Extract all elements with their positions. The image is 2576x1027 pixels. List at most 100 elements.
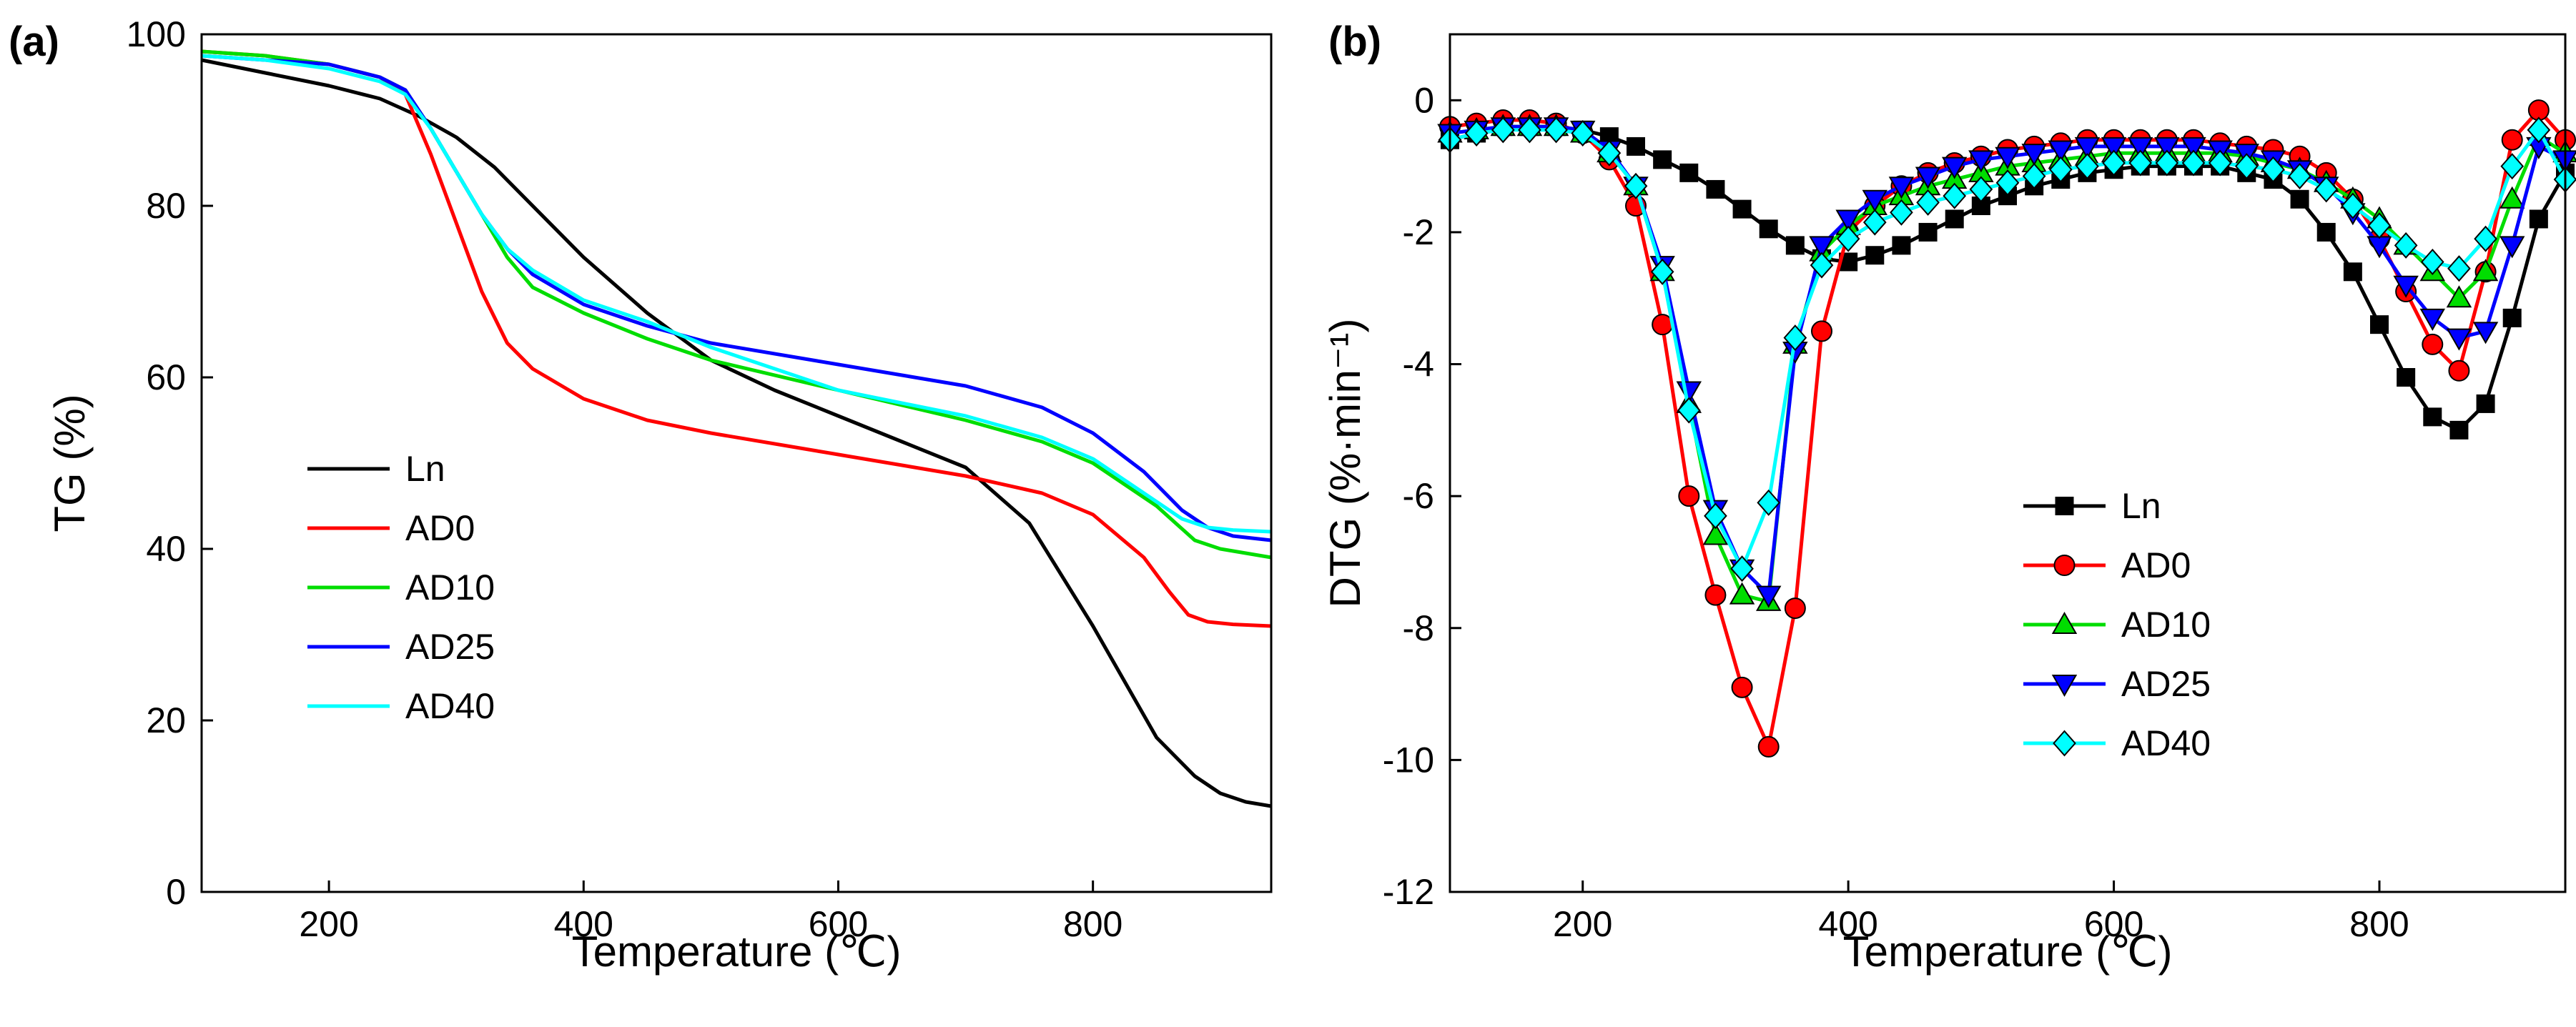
- dtg-point-ad40: [2527, 116, 2551, 144]
- dtg-legend-label: AD10: [2121, 605, 2211, 645]
- tg-y-tick-label: 100: [127, 14, 186, 54]
- tg-legend-item-ln: Ln: [307, 449, 445, 489]
- dtg-point-ln: [1759, 219, 1778, 239]
- dtg-point-ad10: [2472, 259, 2499, 282]
- tg-line-ad10: [201, 49, 1272, 560]
- dtg-point-ad25: [1941, 157, 1968, 179]
- dtg-point-ln: [1918, 222, 1938, 242]
- dtg-point-ln: [1892, 236, 1911, 255]
- tg-legend-label: AD0: [405, 508, 475, 548]
- dtg-point-ad25: [2021, 144, 2047, 167]
- tg-line-ln: [201, 58, 1272, 808]
- dtg-plot-frame: [1449, 33, 2567, 893]
- dtg-point-ad40: [1518, 116, 1541, 144]
- dtg-point-ad25: [2127, 137, 2153, 159]
- tg-legend-item-ad25: AD25: [307, 627, 495, 667]
- dtg-point-ln: [1627, 137, 1645, 156]
- tg-y-tick-label: 20: [146, 700, 186, 740]
- dtg-point-ad25: [2419, 308, 2446, 331]
- dtg-point-ad25: [1995, 147, 2020, 169]
- dtg-point-ad40: [1704, 502, 1727, 530]
- dtg-point-ad40: [1783, 324, 1807, 352]
- dtg-y-tick-label: -6: [1403, 476, 1434, 516]
- dtg-point-ln: [1732, 199, 1752, 219]
- dtg-point-ln: [1653, 150, 1672, 169]
- dtg-point-ad40: [1862, 209, 1887, 236]
- dtg-point-ad40: [2181, 149, 2206, 177]
- dtg-legend-marker: [2051, 675, 2078, 698]
- dtg-point-ln: [2343, 262, 2362, 282]
- tg-y-tick-label: 40: [146, 529, 186, 569]
- dtg-point-ad40: [2102, 149, 2126, 177]
- tg-legend-item-ad10: AD10: [307, 567, 495, 607]
- dtg-point-ad25: [2048, 140, 2074, 163]
- tg-x-tick-label: 200: [299, 904, 358, 944]
- tg-y-tick-label: 80: [146, 186, 186, 226]
- tg-line-ad25: [201, 54, 1272, 542]
- tg-line-ad0: [201, 49, 1272, 628]
- dtg-point-ad40: [2208, 149, 2232, 177]
- dtg-legend-marker: [2053, 730, 2076, 757]
- tg-x-axis-title: Temperature (℃): [572, 928, 902, 976]
- dtg-point-ad25: [2154, 137, 2180, 159]
- dtg-point-ad25: [2181, 137, 2206, 159]
- dtg-point-ad0: [1704, 584, 1727, 606]
- dtg-point-ln: [2476, 394, 2495, 413]
- dtg-point-ln: [1679, 163, 1699, 182]
- tg-series-ad10: [201, 49, 1272, 560]
- dtg-legend-item-ln: Ln: [2023, 486, 2161, 526]
- panel-a-label: (a): [9, 19, 59, 65]
- dtg-point-ad0: [2422, 333, 2444, 355]
- dtg-point-ad0: [1784, 597, 1806, 620]
- dtg-point-ad40: [2500, 153, 2525, 180]
- dtg-point-ad40: [2474, 225, 2497, 252]
- dtg-point-ad40: [2234, 153, 2259, 180]
- dtg-legend-label: AD25: [2121, 664, 2211, 704]
- dtg-point-ad10: [2446, 285, 2472, 308]
- dtg-point-ad25: [2074, 137, 2101, 159]
- dtg-legend: Ln AD0 AD10 AD25 AD40: [2023, 486, 2211, 763]
- dtg-point-ad40: [1597, 139, 1622, 167]
- tg-legend-label: AD40: [405, 686, 495, 726]
- dtg-point-ad40: [1491, 116, 1515, 144]
- dtg-point-ad40: [1995, 169, 2020, 197]
- dtg-point-ad40: [1810, 252, 1834, 279]
- dtg-x-tick-label: 400: [1818, 904, 1877, 944]
- dtg-legend-marker: [2051, 611, 2078, 634]
- dtg-point-ad40: [2128, 149, 2153, 177]
- dtg-point-ln: [2423, 407, 2442, 427]
- tg-x-tick-label: 600: [809, 904, 868, 944]
- dtg-point-ad25: [1888, 177, 1915, 199]
- tg-series-ln: [201, 58, 1272, 808]
- dtg-point-ad40: [1677, 397, 1701, 424]
- dtg-point-ln: [2370, 315, 2389, 334]
- dtg-point-ad40: [1943, 182, 1967, 209]
- dtg-line-ad0: [1449, 108, 2567, 749]
- dtg-point-ad40: [1544, 116, 1568, 144]
- dtg-x-tick-label: 200: [1553, 904, 1612, 944]
- dtg-point-ad25: [1755, 585, 1782, 608]
- dtg-point-ad40: [1571, 119, 1595, 147]
- dtg-legend-item-ad10: AD10: [2023, 605, 2211, 645]
- dtg-point-ad25: [1968, 150, 1994, 173]
- dtg-point-ad0: [2448, 359, 2470, 382]
- dtg-point-ln: [2397, 368, 2416, 387]
- dtg-point-ad25: [1915, 167, 1941, 189]
- dtg-point-ad40: [1836, 225, 1860, 252]
- dtg-point-ad0: [1678, 485, 1700, 507]
- dtg-y-tick-label: -10: [1383, 740, 1434, 780]
- dtg-point-ad40: [2288, 162, 2311, 189]
- dtg-point-ad0: [2501, 129, 2523, 151]
- dtg-legend-marker: [2055, 497, 2074, 515]
- dtg-y-tick-label: -8: [1403, 608, 1434, 648]
- dtg-point-ad10: [1729, 582, 1755, 605]
- dtg-point-ln: [1865, 246, 1885, 265]
- dtg-y-tick-label: -12: [1383, 872, 1434, 912]
- dtg-x-tick-label: 600: [2084, 904, 2143, 944]
- dtg-point-ad25: [2393, 275, 2419, 298]
- dtg-point-ad0: [1757, 735, 1780, 758]
- tg-x-tick-label: 400: [554, 904, 613, 944]
- dtg-point-ad40: [1624, 172, 1648, 199]
- dtg-y-tick-label: 0: [1414, 80, 1434, 120]
- tg-series-ad40: [201, 54, 1272, 534]
